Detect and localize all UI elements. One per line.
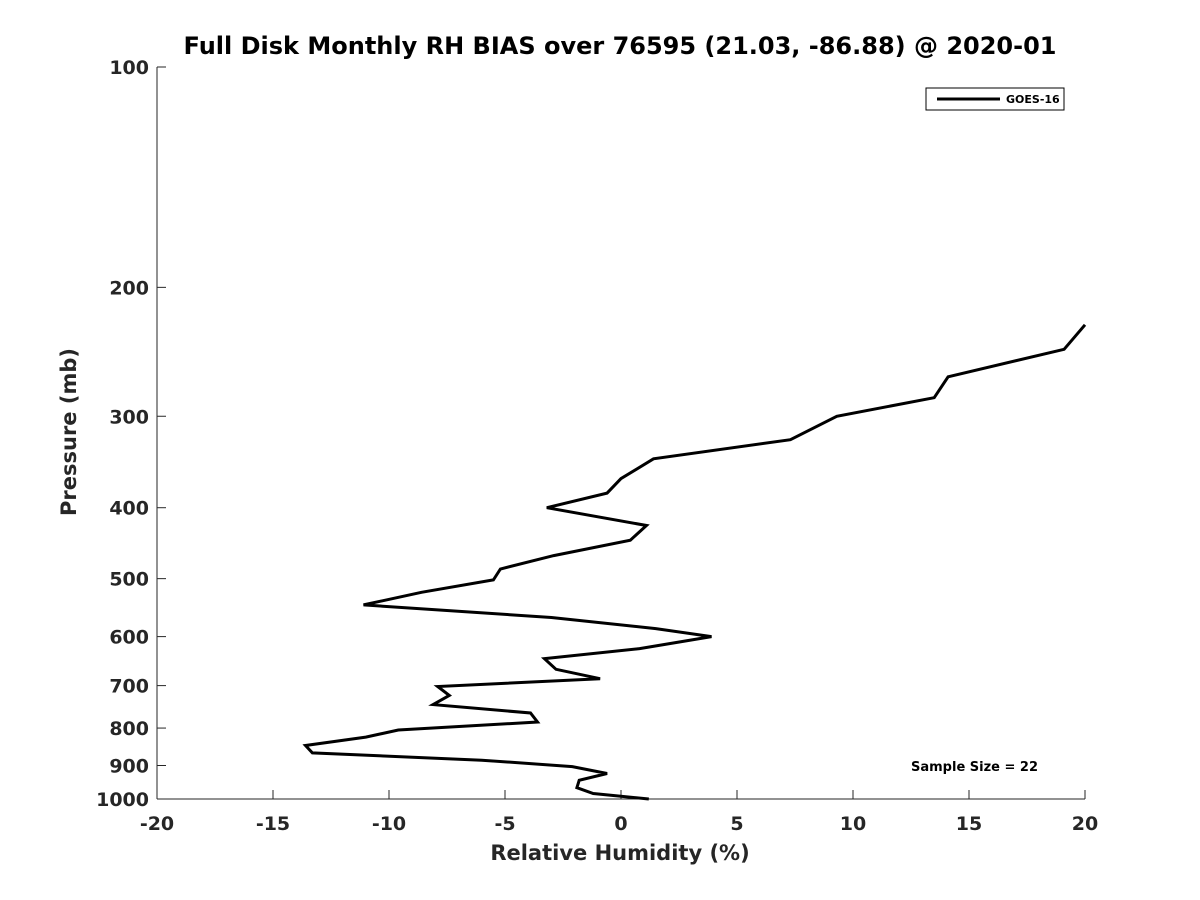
y-tick-label: 900 (109, 756, 149, 778)
chart-title: Full Disk Monthly RH BIAS over 76595 (21… (184, 32, 1057, 60)
x-tick-label: 10 (840, 813, 866, 835)
y-tick-label: 700 (109, 676, 149, 698)
y-tick-label: 1000 (96, 789, 149, 811)
x-tick-label: 20 (1072, 813, 1098, 835)
x-axis-ticks: -20 -15 -10 -5 0 5 10 15 20 (140, 790, 1098, 835)
y-axis-label: Pressure (mb) (57, 348, 81, 516)
x-tick-label: -20 (140, 813, 174, 835)
x-tick-label: -10 (372, 813, 406, 835)
y-tick-label: 600 (109, 627, 149, 649)
x-tick-label: -5 (494, 813, 515, 835)
x-tick-label: 5 (730, 813, 743, 835)
legend-label: GOES-16 (1006, 93, 1060, 106)
sample-size-annotation: Sample Size = 22 (911, 760, 1038, 775)
y-tick-label: 100 (109, 57, 149, 79)
y-axis-ticks: 100 200 300 400 500 600 700 800 900 1000 (96, 57, 166, 811)
y-tick-label: 500 (109, 569, 149, 591)
series-line-goes-16 (302, 323, 1087, 801)
y-tick-label: 200 (109, 277, 149, 299)
x-tick-label: -15 (256, 813, 290, 835)
x-tick-label: 0 (614, 813, 627, 835)
y-tick-label: 300 (109, 406, 149, 428)
y-tick-label: 400 (109, 498, 149, 520)
x-tick-label: 15 (956, 813, 982, 835)
series-group (302, 323, 1087, 801)
x-axis-label: Relative Humidity (%) (490, 841, 749, 865)
axes (156, 67, 1085, 800)
legend: GOES-16 (925, 87, 1065, 111)
y-tick-label: 800 (109, 718, 149, 740)
